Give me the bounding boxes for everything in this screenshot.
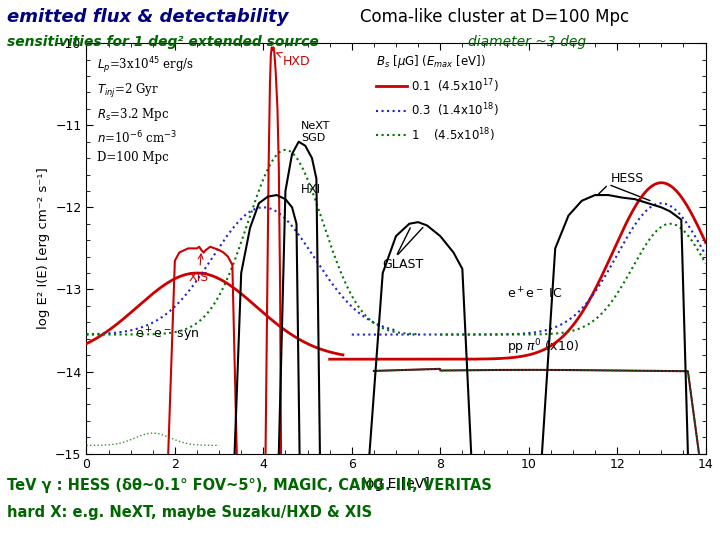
Text: pp $\pi^0$ (x10): pp $\pi^0$ (x10) [507, 337, 578, 357]
Text: sensitivities for 1 deg² extended source: sensitivities for 1 deg² extended source [7, 35, 319, 49]
Y-axis label: log E² I(E) [erg cm⁻² s⁻¹]: log E² I(E) [erg cm⁻² s⁻¹] [37, 167, 50, 329]
Text: 0.1  (4.5x10$^{17}$): 0.1 (4.5x10$^{17}$) [412, 77, 500, 94]
Text: NeXT
SGD: NeXT SGD [301, 121, 330, 143]
Text: e$^+$e$^-$ syn: e$^+$e$^-$ syn [135, 326, 199, 344]
Text: diameter ~3 deg: diameter ~3 deg [468, 35, 586, 49]
Text: GLAST: GLAST [383, 258, 424, 271]
Text: $L_p$=3x10$^{45}$ erg/s
$T_{inj}$=2 Gyr
$R_s$=3.2 Mpc
$n$=10$^{-6}$ cm$^{-3}$
D=: $L_p$=3x10$^{45}$ erg/s $T_{inj}$=2 Gyr … [97, 56, 194, 165]
Text: $B_s$ [$\mu$G] ($E_{max}$ [eV]): $B_s$ [$\mu$G] ($E_{max}$ [eV]) [376, 53, 486, 70]
Text: hard X: e.g. NeXT, maybe Suzaku/HXD & XIS: hard X: e.g. NeXT, maybe Suzaku/HXD & XI… [7, 505, 372, 520]
Text: Coma-like cluster at D=100 Mpc: Coma-like cluster at D=100 Mpc [360, 8, 629, 26]
Text: emitted flux & detectability: emitted flux & detectability [7, 8, 289, 26]
Text: 1    (4.5x10$^{18}$): 1 (4.5x10$^{18}$) [412, 126, 495, 144]
X-axis label: log E [eV]: log E [eV] [362, 477, 430, 491]
Text: TeV γ : HESS (δθ~0.1° FOV~5°), MAGIC, CANG. III, VERITAS: TeV γ : HESS (δθ~0.1° FOV~5°), MAGIC, CA… [7, 478, 492, 493]
Text: HXD: HXD [276, 52, 311, 68]
Text: 0.3  (1.4x10$^{18}$): 0.3 (1.4x10$^{18}$) [412, 102, 500, 119]
Text: XIS: XIS [189, 254, 210, 284]
Text: HXI: HXI [301, 183, 321, 196]
Text: e$^+$e$^-$ IC: e$^+$e$^-$ IC [507, 286, 562, 301]
Text: HESS: HESS [611, 172, 644, 185]
